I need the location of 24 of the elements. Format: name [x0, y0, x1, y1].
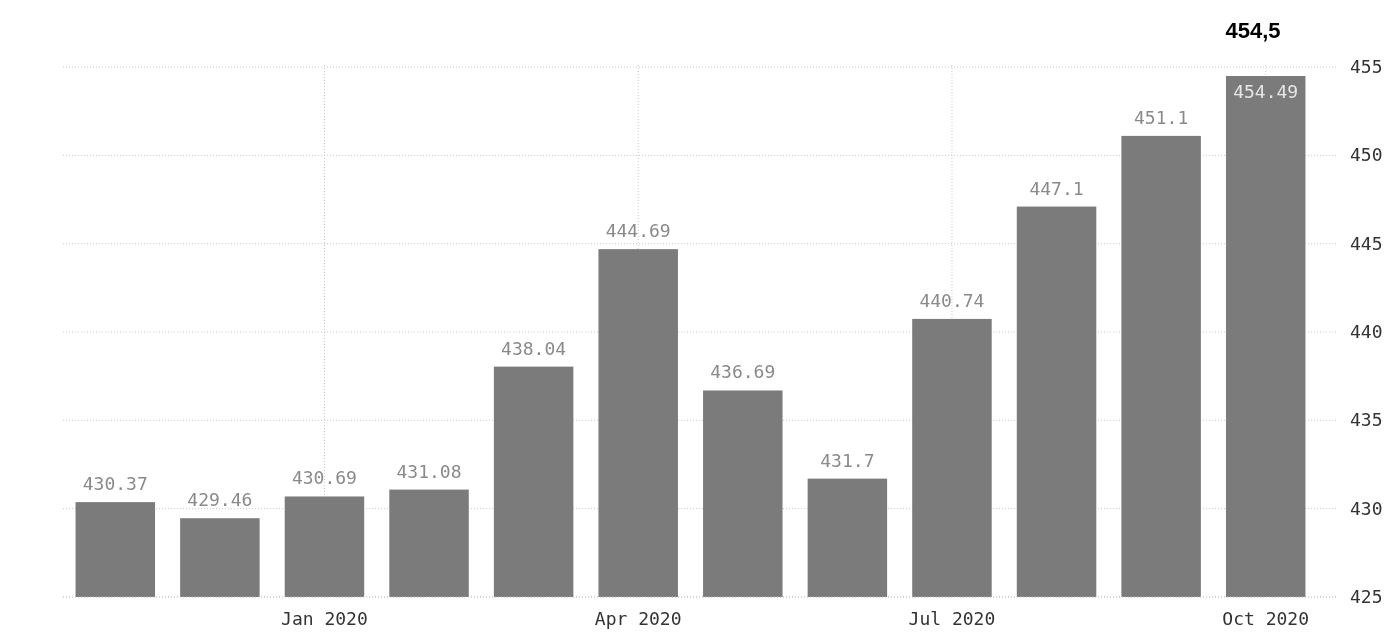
- x-tick-label: Jul 2020: [908, 608, 996, 629]
- y-tick-label: 435: [1350, 409, 1383, 431]
- data-label: 431.08: [396, 460, 462, 482]
- data-label: 447.1: [1029, 177, 1084, 199]
- y-tick-label: 440: [1350, 321, 1383, 342]
- x-tick-label: Jan 2020: [281, 608, 368, 629]
- data-label: 438.04: [501, 337, 567, 359]
- data-label: 436.69: [710, 361, 776, 383]
- y-tick-label: 455: [1350, 56, 1383, 77]
- data-label: 430.69: [291, 467, 357, 489]
- x-tick-label: Oct 2020: [1222, 608, 1310, 629]
- data-label: 444.69: [605, 220, 671, 242]
- x-tick-label: Apr 2020: [594, 608, 682, 629]
- data-label: 454.49: [1233, 81, 1299, 103]
- data-label: 451.1: [1134, 106, 1189, 128]
- text: 454,5: [1225, 18, 1281, 43]
- y-tick-label: 450: [1350, 144, 1383, 166]
- y-tick-label: 445: [1350, 232, 1383, 254]
- data-label: 429.46: [187, 489, 253, 511]
- y-tick-label: 425: [1350, 586, 1383, 607]
- data-label: 440.74: [919, 289, 985, 311]
- data-label: 430.37: [82, 473, 148, 495]
- data-label: 431.7: [820, 449, 875, 471]
- y-tick-label: 430: [1350, 497, 1383, 519]
